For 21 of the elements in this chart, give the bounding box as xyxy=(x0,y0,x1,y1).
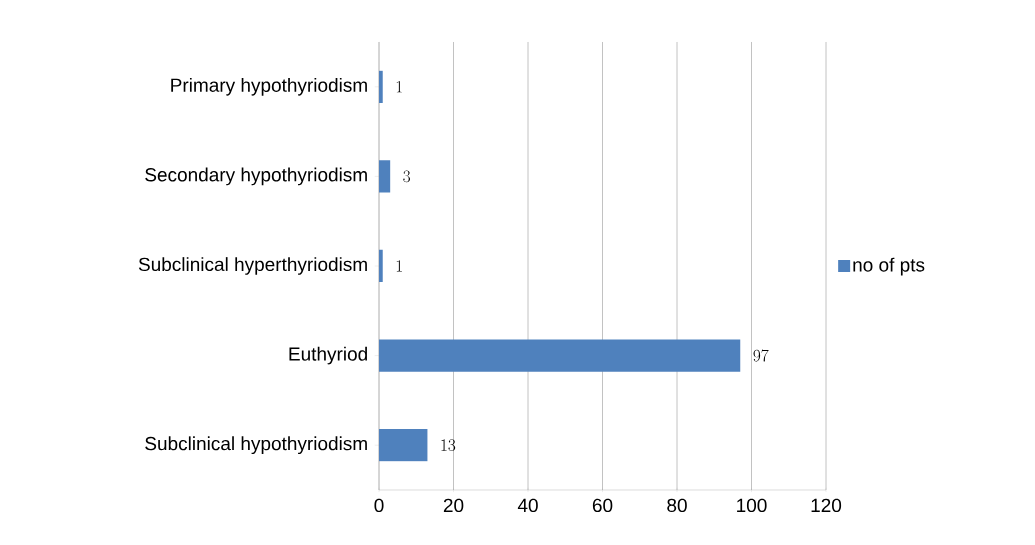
data-label: 3 xyxy=(403,170,411,183)
data-label: 1 xyxy=(396,260,402,272)
bar xyxy=(379,339,741,372)
x-tick-label: 60 xyxy=(592,498,613,513)
x-tick-label: 40 xyxy=(517,498,538,513)
x-tick-label: 80 xyxy=(667,498,687,513)
bar xyxy=(379,160,391,193)
y-tick-label: Subclinical hypothyriodism xyxy=(145,436,367,455)
data-label: 97 xyxy=(753,349,769,362)
x-tick-label: 100 xyxy=(737,498,767,513)
x-tick-label: 20 xyxy=(443,498,464,513)
y-tick-label: Primary hypothyriodism xyxy=(171,77,367,96)
legend-label: no of pts xyxy=(853,257,925,276)
data-label: 13 xyxy=(441,439,456,452)
y-tick-label: Subclinical hyperthyriodism xyxy=(138,257,367,275)
y-tick-label: Secondary hypothyriodism xyxy=(145,167,367,186)
x-tick-label: 0 xyxy=(374,498,384,513)
data-label: 1 xyxy=(396,80,402,93)
x-tick-label: 120 xyxy=(811,498,842,513)
y-tick-label: Euthyriod xyxy=(289,346,367,365)
bar xyxy=(379,429,428,462)
